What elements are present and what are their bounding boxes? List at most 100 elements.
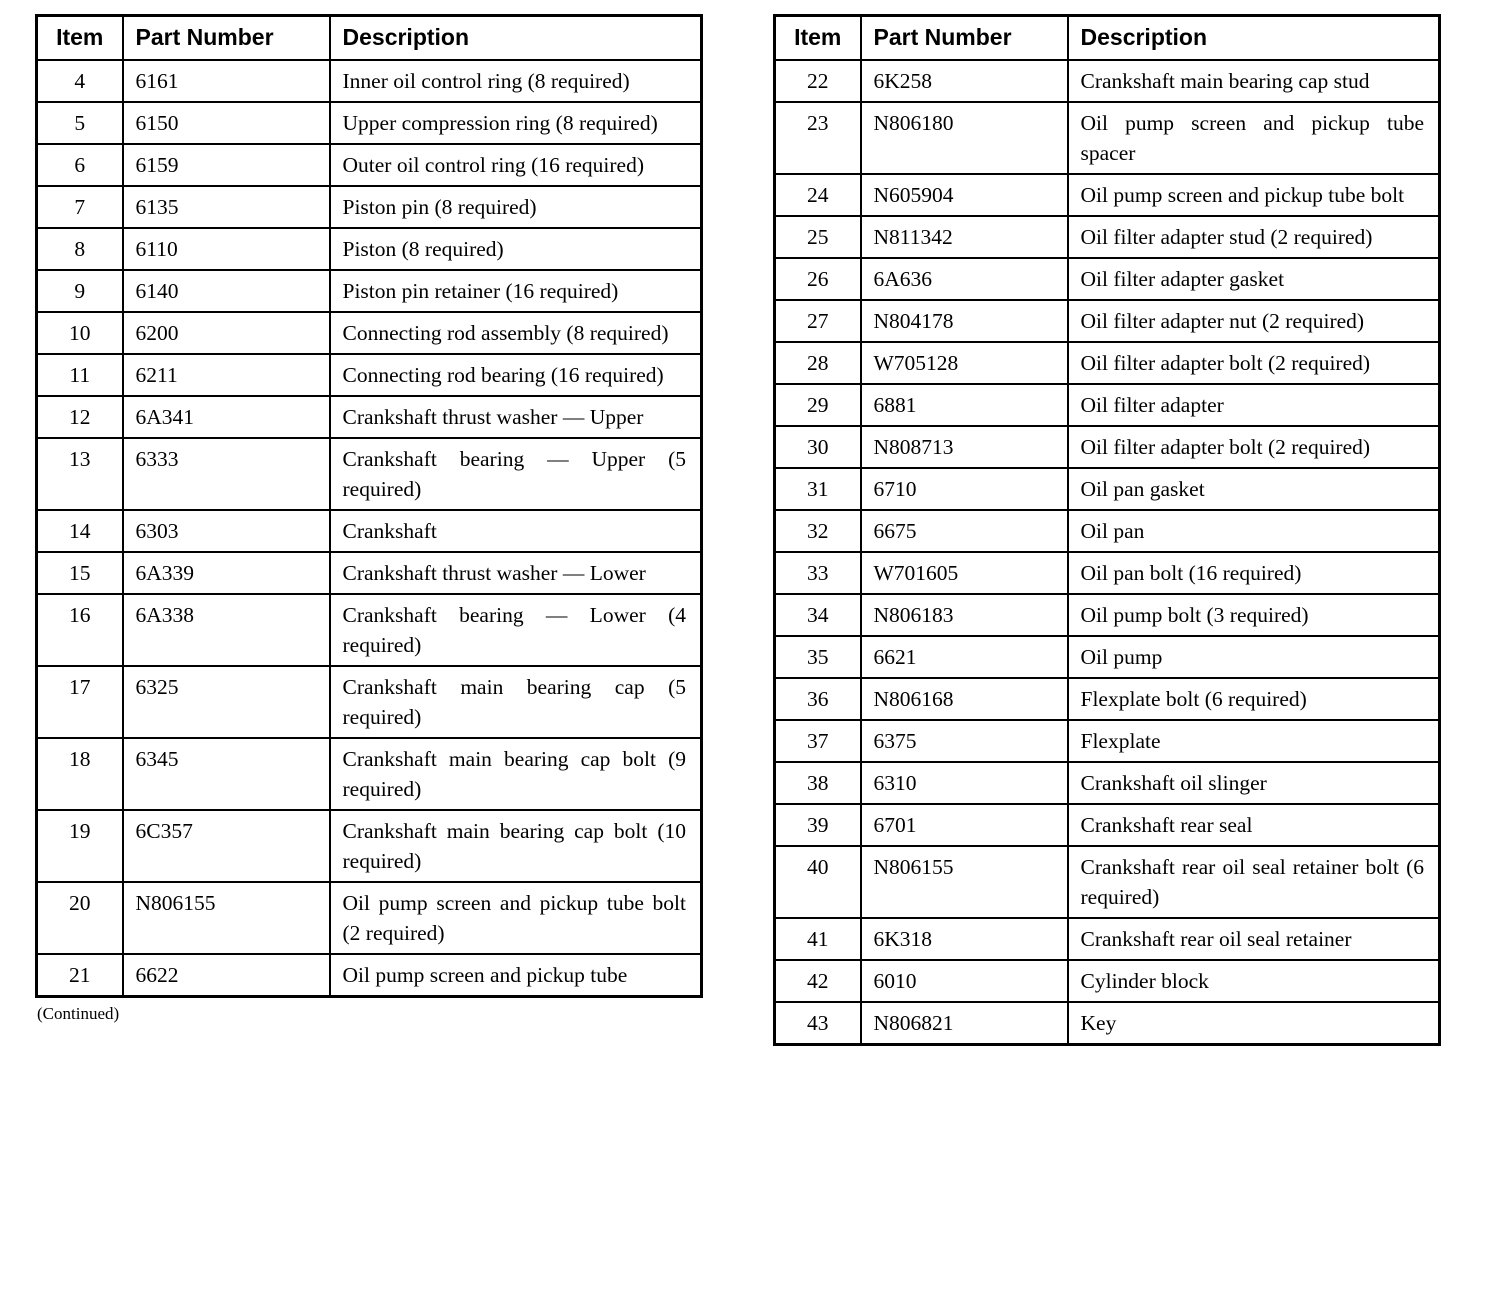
part-number-cell: W705128 bbox=[859, 340, 1069, 385]
item-cell: 20 bbox=[35, 880, 124, 955]
part-number-cell: 6A339 bbox=[121, 550, 331, 595]
table-row: 17 6325 Crankshaft main bearing cap (5 req… bbox=[35, 664, 703, 739]
item-cell: 36 bbox=[773, 676, 862, 721]
part-number-cell: W701605 bbox=[859, 550, 1069, 595]
item-cell: 29 bbox=[773, 382, 862, 427]
description-cell: Flexplate bolt (6 required) bbox=[1066, 676, 1441, 721]
table-row: 40 N806155 Crankshaft rear oil seal retain… bbox=[773, 844, 1441, 919]
table-row: 36 N806168 Flexplate bolt (6 required) bbox=[773, 676, 1441, 721]
table-row: 24 N605904 Oil pump screen and pickup tube… bbox=[773, 172, 1441, 217]
part-number-cell: 6675 bbox=[859, 508, 1069, 553]
part-number-cell: 6621 bbox=[859, 634, 1069, 679]
part-number-cell: 6710 bbox=[859, 466, 1069, 511]
item-cell: 18 bbox=[35, 736, 124, 811]
part-number-cell: 6A338 bbox=[121, 592, 331, 667]
part-number-cell: N806183 bbox=[859, 592, 1069, 637]
table-row: 23 N806180 Oil pump screen and pickup tube… bbox=[773, 100, 1441, 175]
part-number-cell: N811342 bbox=[859, 214, 1069, 259]
table-row: 15 6A339 Crankshaft thrust washer — Lower bbox=[35, 550, 703, 595]
table-row: 34 N806183 Oil pump bolt (3 required) bbox=[773, 592, 1441, 637]
table-row: 14 6303 Crankshaft bbox=[35, 508, 703, 553]
item-cell: 15 bbox=[35, 550, 124, 595]
part-number-cell: 6345 bbox=[121, 736, 331, 811]
part-number-cell: N605904 bbox=[859, 172, 1069, 217]
table-row: 30 N808713 Oil filter adapter bolt (2 requ… bbox=[773, 424, 1441, 469]
table-row: 22 6K258 Crankshaft main bearing cap stud bbox=[773, 58, 1441, 103]
item-cell: 28 bbox=[773, 340, 862, 385]
item-cell: 6 bbox=[35, 142, 124, 187]
item-cell: 33 bbox=[773, 550, 862, 595]
part-number-cell: 6140 bbox=[121, 268, 331, 313]
table-row: 25 N811342 Oil filter adapter stud (2 requ… bbox=[773, 214, 1441, 259]
description-cell: Oil pump screen and pickup tube bolt bbox=[1066, 172, 1441, 217]
header-row: Item Part Number Description bbox=[773, 14, 1441, 61]
description-cell: Crankshaft main bearing cap (5 required) bbox=[328, 664, 703, 739]
part-number-cell: 6K318 bbox=[859, 916, 1069, 961]
table-row: 5 6150 Upper compression ring (8 required) bbox=[35, 100, 703, 145]
part-number-cell: 6701 bbox=[859, 802, 1069, 847]
description-cell: Piston pin retainer (16 required) bbox=[328, 268, 703, 313]
part-number-cell: 6375 bbox=[859, 718, 1069, 763]
item-cell: 9 bbox=[35, 268, 124, 313]
item-cell: 40 bbox=[773, 844, 862, 919]
item-cell: 42 bbox=[773, 958, 862, 1003]
item-cell: 21 bbox=[35, 952, 124, 997]
description-cell: Crankshaft main bearing cap bolt (9 requ… bbox=[328, 736, 703, 811]
description-cell: Crankshaft main bearing cap stud bbox=[1066, 58, 1441, 103]
item-cell: 32 bbox=[773, 508, 862, 553]
table-row: 27 N804178 Oil filter adapter nut (2 requi… bbox=[773, 298, 1441, 343]
part-number-cell: N806155 bbox=[121, 880, 331, 955]
description-cell: Oil filter adapter bolt (2 required) bbox=[1066, 340, 1441, 385]
item-cell: 16 bbox=[35, 592, 124, 667]
description-cell: Crankshaft rear oil seal retainer bolt (… bbox=[1066, 844, 1441, 919]
part-number-cell: 6310 bbox=[859, 760, 1069, 805]
table-row: 6 6159 Outer oil control ring (16 required… bbox=[35, 142, 703, 187]
description-column-header: Description bbox=[1066, 14, 1441, 61]
continued-note: (Continued) bbox=[37, 1003, 120, 1023]
item-cell: 24 bbox=[773, 172, 862, 217]
table-row: 29 6881 Oil filter adapter bbox=[773, 382, 1441, 427]
table-row: 7 6135 Piston pin (8 required) bbox=[35, 184, 703, 229]
table-row: 31 6710 Oil pan gasket bbox=[773, 466, 1441, 511]
item-cell: 30 bbox=[773, 424, 862, 469]
part-number-cell: 6135 bbox=[121, 184, 331, 229]
table-row: 13 6333 Crankshaft bearing — Upper (5 requ… bbox=[35, 436, 703, 511]
item-cell: 7 bbox=[35, 184, 124, 229]
description-cell: Oil pump bbox=[1066, 634, 1441, 679]
item-cell: 12 bbox=[35, 394, 124, 439]
item-cell: 23 bbox=[773, 100, 862, 175]
part-number-cell: N804178 bbox=[859, 298, 1069, 343]
item-column-header: Item bbox=[35, 14, 124, 61]
table-row: 19 6C357 Crankshaft main bearing cap bolt … bbox=[35, 808, 703, 883]
table-row: 10 6200 Connecting rod assembly (8 require… bbox=[35, 310, 703, 355]
item-cell: 11 bbox=[35, 352, 124, 397]
item-cell: 4 bbox=[35, 58, 124, 103]
part-number-cell: 6150 bbox=[121, 100, 331, 145]
item-cell: 37 bbox=[773, 718, 862, 763]
description-column-header: Description bbox=[328, 14, 703, 61]
table-row: 38 6310 Crankshaft oil slinger bbox=[773, 760, 1441, 805]
description-cell: Outer oil control ring (16 required) bbox=[328, 142, 703, 187]
item-column-header: Item bbox=[773, 14, 862, 61]
item-cell: 39 bbox=[773, 802, 862, 847]
part-number-cell: 6010 bbox=[859, 958, 1069, 1003]
item-cell: 38 bbox=[773, 760, 862, 805]
table-row: 39 6701 Crankshaft rear seal bbox=[773, 802, 1441, 847]
parts-table-right: Item Part Number Description 22 6K258 Cranks… bbox=[773, 14, 1441, 1046]
description-cell: Oil pump screen and pickup tube bbox=[328, 952, 703, 997]
table-row: 9 6140 Piston pin retainer (16 required) bbox=[35, 268, 703, 313]
table-row: 41 6K318 Crankshaft rear oil seal retainer bbox=[773, 916, 1441, 961]
part-number-cell: 6A341 bbox=[121, 394, 331, 439]
description-cell: Crankshaft rear seal bbox=[1066, 802, 1441, 847]
part-number-cell: N806821 bbox=[859, 1000, 1069, 1045]
part-number-cell: 6C357 bbox=[121, 808, 331, 883]
description-cell: Key bbox=[1066, 1000, 1441, 1045]
part-number-cell: N806155 bbox=[859, 844, 1069, 919]
table-row: 37 6375 Flexplate bbox=[773, 718, 1441, 763]
description-cell: Oil pump screen and pickup tube bolt (2 … bbox=[328, 880, 703, 955]
table-row: 26 6A636 Oil filter adapter gasket bbox=[773, 256, 1441, 301]
part-number-cell: N806168 bbox=[859, 676, 1069, 721]
description-cell: Crankshaft bearing — Lower (4 required) bbox=[328, 592, 703, 667]
table-row: 33 W701605 Oil pan bolt (16 required) bbox=[773, 550, 1441, 595]
table-row: 11 6211 Connecting rod bearing (16 require… bbox=[35, 352, 703, 397]
